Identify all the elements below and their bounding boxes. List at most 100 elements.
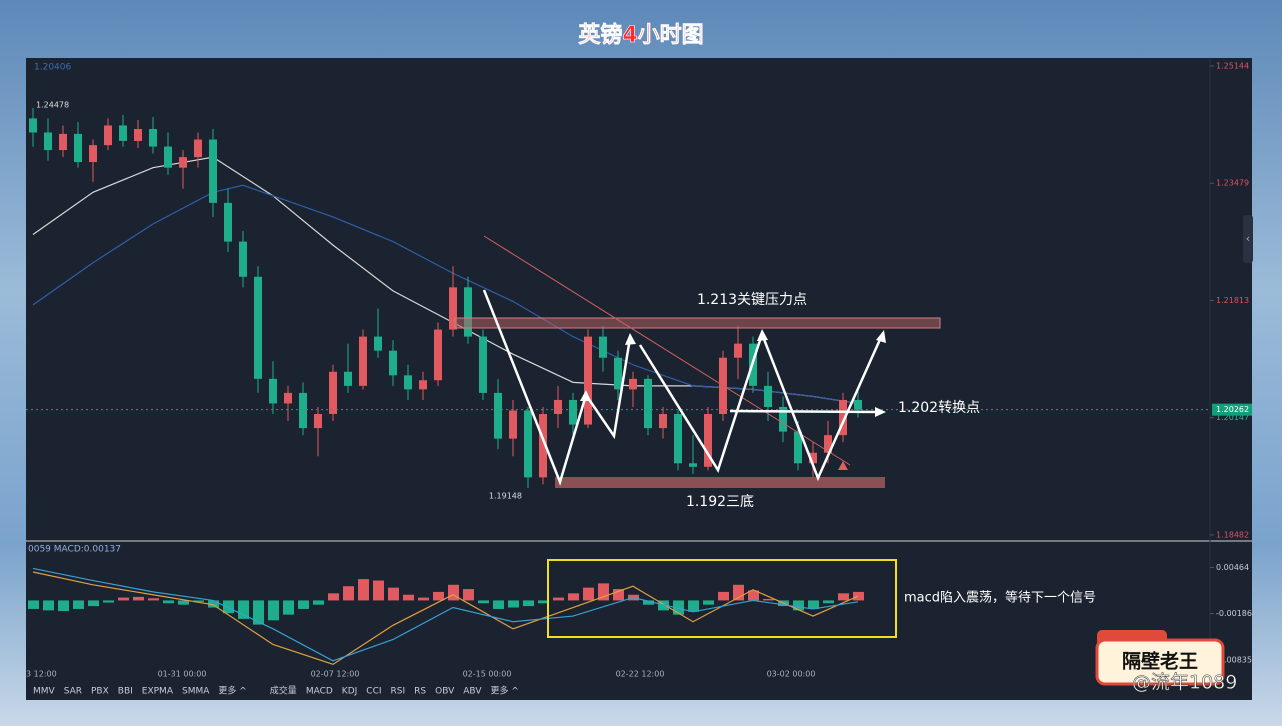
- candle-body: [254, 276, 262, 379]
- chart-frame: [26, 58, 1252, 700]
- indicator-button[interactable]: BBI: [118, 687, 133, 697]
- macd-bar: [703, 600, 714, 605]
- candle-body: [239, 241, 247, 277]
- macd-bar: [853, 591, 864, 601]
- candle-body: [89, 145, 97, 163]
- indicator-button[interactable]: EXPMA: [142, 687, 174, 697]
- macd-bar: [388, 587, 399, 601]
- candle-body: [659, 414, 667, 429]
- candle-body: [359, 336, 367, 386]
- macd-bar: [643, 600, 654, 605]
- candle-body: [764, 385, 772, 407]
- candle-body: [224, 202, 232, 242]
- macd-bar: [733, 584, 744, 601]
- annotation: macd陷入震荡，等待下一个信号: [904, 590, 1096, 606]
- macd-bar: [223, 600, 234, 614]
- candle-body: [209, 139, 217, 203]
- annotation: 1.202转换点: [898, 399, 980, 416]
- candle-body: [449, 287, 457, 330]
- candle-body: [194, 139, 202, 158]
- indicator-button[interactable]: PBX: [91, 687, 109, 697]
- candle-body: [314, 414, 322, 429]
- macd-bar: [793, 600, 804, 611]
- indicator-button[interactable]: 成交量: [270, 685, 297, 697]
- candle-body: [149, 128, 157, 147]
- candle-body: [44, 132, 52, 151]
- indicator-button[interactable]: 更多 ^: [218, 685, 246, 697]
- indicator-button[interactable]: SAR: [64, 687, 82, 697]
- macd-line: [32, 571, 859, 666]
- marker: [838, 461, 848, 470]
- last-price-label: 1.20262: [1216, 405, 1249, 414]
- indicator-button[interactable]: OBV: [435, 687, 455, 697]
- indicator-button[interactable]: ABV: [463, 687, 482, 697]
- indicator-button[interactable]: RSI: [391, 687, 406, 697]
- indicator-button[interactable]: KDJ: [342, 687, 358, 697]
- macd-bar: [73, 600, 84, 609]
- candle-body: [839, 399, 847, 436]
- indicator-button[interactable]: 更多 ^: [490, 685, 518, 697]
- high-label: 1.24478: [36, 100, 69, 109]
- macd-bar: [43, 600, 54, 611]
- macd-bar: [358, 579, 369, 601]
- candle-body: [629, 378, 637, 390]
- side-handle-icon[interactable]: ‹: [1246, 232, 1250, 245]
- macd-bar: [763, 599, 774, 601]
- arrow-heads: [580, 329, 886, 417]
- candle-body: [404, 375, 412, 390]
- candle-body: [854, 399, 862, 410]
- candle-body: [434, 329, 442, 381]
- y-tick-label: 1.23479: [1216, 179, 1249, 188]
- macd-bar: [283, 600, 294, 615]
- macd-bar: [178, 600, 189, 605]
- top-left-label: 1.20406: [34, 63, 71, 73]
- macd-bar: [208, 600, 219, 608]
- indicator-toolbar: MMV SAR PBX BBI EXPMA SMMA 更多 ^ 成交量 MACD KDJ CCI RS…: [33, 685, 519, 697]
- macd-bar: [298, 600, 309, 609]
- macd-bar: [268, 600, 279, 621]
- macd-bar: [523, 600, 534, 607]
- y-tick-label: 1.18482: [1216, 530, 1249, 539]
- x-tick-label: 03-02 00:00: [767, 670, 816, 679]
- candle-body: [104, 125, 112, 146]
- macd-bar: [583, 587, 594, 601]
- annotation: 1.192三底: [686, 494, 754, 510]
- indicator-button[interactable]: RS: [414, 687, 426, 697]
- resistance-zone: [454, 317, 941, 329]
- page-title: 英镑4小时图: [578, 22, 703, 48]
- support-zone: [555, 477, 885, 488]
- x-tick-label: 02-07 12:00: [311, 670, 360, 679]
- watermark-handle: @流年1089: [1132, 672, 1237, 694]
- macd-bar: [823, 600, 834, 604]
- macd-bar: [193, 600, 204, 602]
- macd-bar: [808, 600, 819, 609]
- x-tick-label: 3 12:00: [26, 670, 57, 679]
- macd-bar: [463, 589, 474, 601]
- indicator-button[interactable]: MACD: [306, 687, 333, 697]
- macd-bar: [163, 600, 174, 604]
- macd-bar: [493, 600, 504, 609]
- candle-body: [734, 343, 742, 358]
- candle-body: [134, 128, 142, 141]
- candle-body: [464, 287, 472, 337]
- annotation: 1.213关键压力点: [697, 292, 807, 308]
- candle-body: [599, 336, 607, 358]
- y-tick-label: 1.25144: [1216, 62, 1249, 71]
- macd-bar: [613, 589, 624, 601]
- indicator-button[interactable]: CCI: [366, 687, 381, 697]
- candle-body: [809, 452, 817, 464]
- candle-body: [59, 133, 67, 151]
- low-label: 1.19148: [489, 492, 522, 501]
- indicator-button[interactable]: SMMA: [182, 687, 210, 697]
- macd-bar: [508, 600, 519, 608]
- macd-bar: [118, 597, 129, 601]
- macd-bar: [553, 597, 564, 601]
- macd-bar: [253, 600, 264, 625]
- candle-body: [689, 463, 697, 467]
- side-handle[interactable]: [1243, 215, 1253, 263]
- macd-bar: [313, 600, 324, 605]
- x-tick-label: 02-15 00:00: [463, 670, 512, 679]
- candle-body: [824, 435, 832, 453]
- indicator-button[interactable]: MMV: [33, 687, 56, 697]
